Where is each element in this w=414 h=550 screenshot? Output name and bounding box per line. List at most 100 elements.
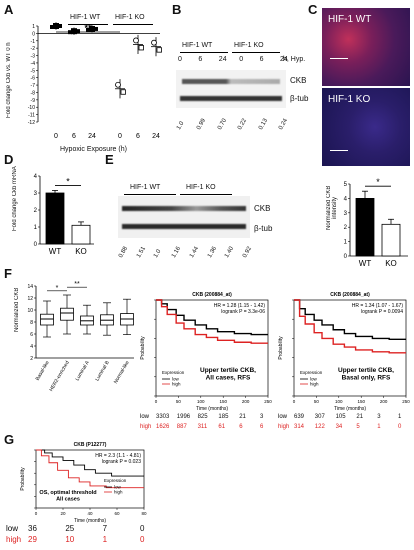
panel-a-wt-point <box>58 24 62 28</box>
panel-a-wt-point <box>53 23 59 29</box>
km1-legend-high: high <box>172 382 181 387</box>
panel-f-ytick-label: 4 <box>30 344 33 350</box>
panel-a-wt-point <box>76 29 80 34</box>
panel-f-box <box>60 307 74 321</box>
panel-g-label: G <box>4 432 15 447</box>
panel-a-ytick-label: -3 <box>31 54 36 60</box>
panel-e-ytick-label: 3 <box>344 211 348 217</box>
km2-legend-title: Expression <box>300 370 323 375</box>
km1-caption-2: All cases, RFS <box>206 375 251 382</box>
km1RiskHigh-value: 311 <box>197 424 208 430</box>
panel-a-xtick-label: 6 <box>72 133 76 140</box>
panel-f-ytick-label: 12 <box>27 296 33 302</box>
km-g-xtick-label: 20 <box>60 511 66 516</box>
panel-f-box <box>40 313 54 326</box>
panel-e-ckb-band <box>122 206 246 211</box>
panel-a-ytick-label: -7 <box>31 83 36 89</box>
km-g-caption-1: OS, optimal threshold <box>39 490 96 496</box>
panel-e-xtick-label: WT <box>359 259 372 268</box>
panel-a-sig: ** <box>84 23 92 33</box>
panel-e-band1: CKB <box>254 204 271 213</box>
km2RiskLow-value: 639 <box>294 414 305 420</box>
eQuant-value: 1.40 <box>224 245 236 259</box>
panel-a-ytick-label: 1 <box>32 24 35 30</box>
panel-a-chart: 10-1-2-3-4-5-6-7-8-9-10-11-120 6 24 0 6 24** <box>28 22 162 140</box>
km-g-xlabel: Time (months) <box>74 518 106 524</box>
km1-risk-high-label: high <box>140 424 152 430</box>
panel-d-ytick-label: 2 <box>34 208 38 214</box>
panel-b-times: 0 6 24 0 6 24 <box>178 56 288 66</box>
panel-c-ko-image <box>322 88 410 166</box>
km1-xtick-label: 0 <box>155 399 158 404</box>
panel-b-ckb-band <box>182 79 280 84</box>
panel-a-xlabel: Hypoxic Exposure (h) <box>60 146 127 153</box>
panel-a-legend-wt: HIF-1 WT <box>70 14 101 21</box>
panel-a-wt-point <box>94 26 98 31</box>
bQuant-value: 0.99 <box>196 117 208 131</box>
km2-xtick-label: 150 <box>357 399 365 404</box>
km2RiskLow-value: 307 <box>314 414 325 420</box>
km2-xlabel: Time (months) <box>334 406 366 412</box>
panel-a-ytick-label: -11 <box>28 113 35 119</box>
km1RiskLow-value: 3303 <box>156 414 170 420</box>
km2-xtick-label: 250 <box>402 399 410 404</box>
panel-e-label: E <box>105 152 114 167</box>
gRiskLow-value: 7 <box>102 524 108 533</box>
panel-a-ytick-label: -4 <box>31 61 36 67</box>
km1-ylabel: Probability <box>140 336 146 360</box>
km1-risk-high-row: 1626 887 311 61 6 6 <box>156 424 268 433</box>
panel-a-ytick-label: -10 <box>28 105 35 111</box>
km-g-curve-low <box>36 449 144 477</box>
km1-xtick-label: 100 <box>197 399 205 404</box>
panel-b-quant: 1.0 0.99 0.70 0.22 0.13 0.24 <box>176 112 289 134</box>
km2-risk-low-label: low <box>278 414 288 420</box>
km2-caption-1: Upper tertile CKB, <box>338 367 394 374</box>
km2-xtick-label: 0 <box>293 399 296 404</box>
km1RiskLow-value: 3 <box>260 414 264 420</box>
km2RiskHigh-value: 5 <box>356 424 360 430</box>
km2-curve-high <box>294 299 406 354</box>
panel-a-xtick-label: 6 <box>136 133 140 140</box>
km-g-hr: HR = 2.3 (1.1 - 4.81) <box>95 453 141 459</box>
panel-b-ko: HIF-1 KO <box>234 42 264 49</box>
km2RiskHigh-value: 122 <box>314 424 325 430</box>
km1-legend-title: Expression <box>162 370 185 375</box>
eQuant-value: 1.16 <box>171 245 183 259</box>
panel-d-label: D <box>4 152 14 167</box>
km1-risk-low-row: 3303 1996 825 185 21 3 <box>156 414 268 423</box>
panel-a-xtick-label: 0 <box>54 133 58 140</box>
km1-title: CKB (200884_at) <box>192 292 232 298</box>
km1RiskLow-value: 825 <box>197 414 208 420</box>
panel-b-bracket-ko <box>232 52 280 53</box>
panel-f-sig-1: * <box>56 285 59 292</box>
panel-a-legend-ko: HIF-1 KO <box>115 14 145 21</box>
km1-xtick-label: 200 <box>242 399 250 404</box>
panel-e-band2: β-tub <box>254 224 273 233</box>
km2RiskLow-value: 105 <box>335 414 346 420</box>
panel-a-ko-point <box>151 39 157 46</box>
panel-d-xtick-label: WT <box>49 247 62 256</box>
km2RiskHigh-value: 34 <box>335 424 343 430</box>
panel-d-bar <box>71 224 91 245</box>
panel-a-bracket-wt <box>68 24 108 25</box>
km1-xlabel: Time (months) <box>196 406 228 412</box>
km1-hr: HR = 1.28 (1.15 - 1.42) <box>214 303 266 309</box>
panel-e-ytick-label: 2 <box>344 225 348 231</box>
bQuant-value: 1.0 <box>176 120 186 131</box>
panel-a-ytick-label: 0 <box>32 31 35 37</box>
km2-ylabel: Probability <box>278 336 284 360</box>
km1-caption-1: Upper tertile CKB, <box>200 367 256 374</box>
panel-a-wt-point <box>86 27 90 32</box>
km2-legend-high: high <box>310 382 319 387</box>
panel-f-ytick-label: 2 <box>30 356 33 362</box>
panel-f-xtick-label: Luminal A <box>75 359 92 382</box>
panel-f-km1: CKB (200884_at)HR = 1.28 (1.15 - 1.42)lo… <box>140 292 272 412</box>
panel-d-sig: * <box>66 176 70 186</box>
panel-c-label: C <box>308 2 318 17</box>
panel-e-ylabel: Normalized CKB intensity <box>326 185 338 231</box>
panel-a-ko-point <box>156 47 162 53</box>
km-g-legend-high: high <box>114 490 123 495</box>
panel-d-ytick-label: 4 <box>34 174 38 180</box>
bQuant-value: 0.22 <box>237 117 249 131</box>
